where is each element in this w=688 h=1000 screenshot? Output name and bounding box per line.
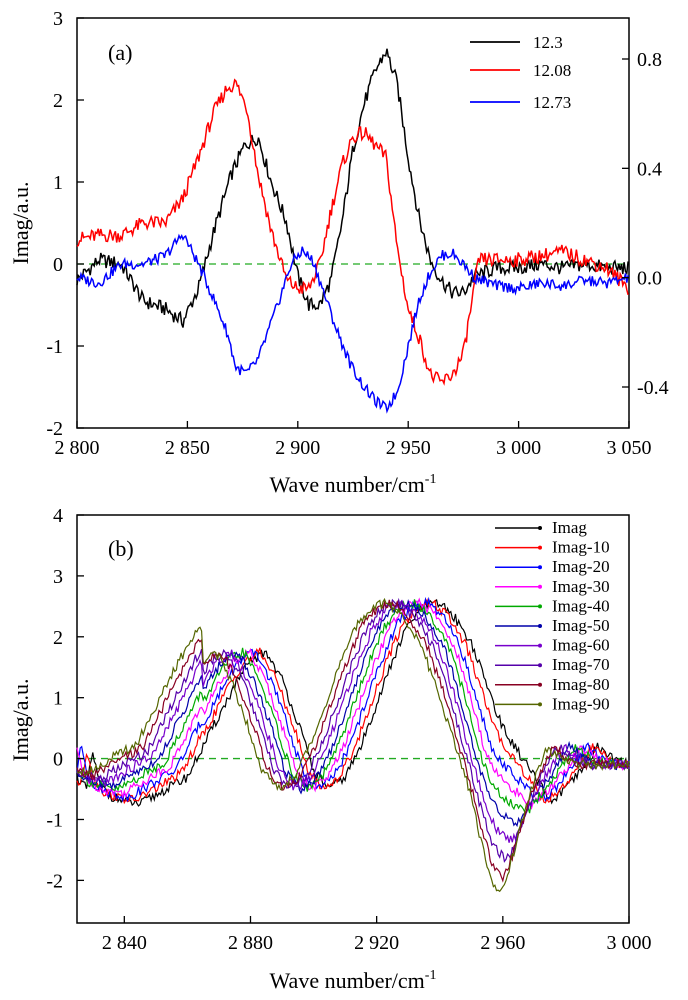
legend-entry-b: Imag <box>552 518 587 537</box>
plot-frame-b <box>76 514 630 924</box>
legend-marker-b <box>538 702 542 707</box>
y-tick-label-a: 3 <box>53 8 63 30</box>
x-tick-label-b: 2 880 <box>228 932 273 954</box>
legend-entry-b: Imag-60 <box>552 636 610 655</box>
x-tick-label-a: 3 000 <box>496 437 541 459</box>
legend-entry-a: 12.73 <box>533 93 571 112</box>
series-line-b-3 <box>76 597 630 810</box>
legend-entry-b: Imag-20 <box>552 557 610 576</box>
x-tick-label-b: 3 000 <box>607 932 652 954</box>
legend-b: ImagImag-10Imag-20Imag-30Imag-40Imag-50I… <box>495 518 610 713</box>
y-axis-label-b: Imag/a.u. <box>8 678 33 761</box>
x-tick-label-a: 2 950 <box>386 437 431 459</box>
panel-label-a: (a) <box>108 40 132 65</box>
series-line-a-1 <box>76 78 629 386</box>
x-axis-ticks-b: 2 840 2 880 2 920 2 960 3 000 <box>102 916 652 954</box>
legend-marker-b <box>538 604 542 609</box>
x-tick-label-b: 2 920 <box>354 932 399 954</box>
y-tick-label-a: 1 <box>53 172 63 194</box>
panel-label-b: (b) <box>108 536 134 561</box>
legend-marker-b <box>538 565 542 570</box>
y-tick-label-b: 1 <box>53 688 63 710</box>
series-line-b-6 <box>76 599 630 843</box>
series-line-b-9 <box>76 597 630 893</box>
chart-panel-a: 2 800 2 850 2 900 2 950 3 000 3 050 -2 -1 0 1 2 3 … <box>8 8 669 497</box>
legend-entry-b: Imag-80 <box>552 675 610 694</box>
y2-tick-label-a: 0.8 <box>637 49 662 71</box>
series-line-a-2 <box>76 233 629 414</box>
x-axis-label-a: Wave number/cm-1 <box>270 472 437 497</box>
y-tick-label-b: -1 <box>46 809 63 831</box>
legend-marker-b <box>538 682 542 687</box>
legend-marker-b <box>538 526 542 530</box>
legend-entry-b: Imag-70 <box>552 655 610 674</box>
y-tick-label-b: 4 <box>53 505 63 527</box>
y2-tick-label-a: -0.4 <box>637 377 669 399</box>
y-tick-label-b: 2 <box>53 627 63 649</box>
x-tick-label-a: 2 900 <box>275 437 320 459</box>
y-tick-label-a: 0 <box>53 254 63 276</box>
y2-tick-label-a: 0.0 <box>637 268 662 290</box>
x-axis-ticks-a: 2 800 2 850 2 900 2 950 3 000 3 050 <box>55 421 652 459</box>
y-tick-label-b: -2 <box>46 870 63 892</box>
series-line-b-5 <box>76 598 630 828</box>
x-tick-label-a: 2 850 <box>165 437 210 459</box>
legend-marker-b <box>538 663 542 668</box>
series-line-a-0 <box>76 48 629 328</box>
series-lines-a <box>76 48 629 414</box>
series-line-b-7 <box>76 597 630 863</box>
legend-entry-b: Imag-40 <box>552 596 610 615</box>
y2-axis-ticks-a: -0.4 0.0 0.4 0.8 <box>622 49 669 399</box>
legend-entry-b: Imag-30 <box>552 577 610 596</box>
x-tick-label-b: 2 960 <box>480 932 525 954</box>
legend-marker-b <box>538 584 542 589</box>
y-axis-ticks-b: -2 -1 0 1 2 3 4 <box>46 505 84 892</box>
legend-entry-b: Imag-50 <box>552 616 610 635</box>
y-tick-label-b: 0 <box>53 749 63 771</box>
x-tick-label-a: 2 800 <box>55 437 100 459</box>
plot-frame-a <box>76 17 630 429</box>
legend-a: 12.3 12.08 12.73 <box>470 33 571 112</box>
x-tick-label-b: 2 840 <box>102 932 147 954</box>
legend-entry-b: Imag-90 <box>552 694 610 713</box>
series-line-b-1 <box>76 598 630 805</box>
y-tick-label-a: -2 <box>46 418 63 440</box>
legend-marker-b <box>538 624 542 628</box>
series-line-b-8 <box>76 599 630 883</box>
y-axis-ticks-a: -2 -1 0 1 2 3 <box>46 8 84 440</box>
y-tick-label-a: -1 <box>46 336 63 358</box>
series-line-b-4 <box>76 599 630 814</box>
x-tick-label-a: 3 050 <box>607 437 652 459</box>
x-axis-label-b: Wave number/cm-1 <box>270 968 437 993</box>
legend-entry-b: Imag-10 <box>552 538 610 557</box>
legend-entry-a: 12.3 <box>533 33 563 52</box>
legend-entry-a: 12.08 <box>533 61 571 80</box>
series-lines-b <box>76 596 630 893</box>
legend-marker-b <box>538 643 542 648</box>
y-tick-label-a: 2 <box>53 90 63 112</box>
series-line-b-0 <box>76 598 630 807</box>
y-tick-label-b: 3 <box>53 566 63 588</box>
y-axis-label-a: Imag/a.u. <box>8 181 33 264</box>
y2-tick-label-a: 0.4 <box>637 158 662 180</box>
legend-marker-b <box>538 545 542 550</box>
